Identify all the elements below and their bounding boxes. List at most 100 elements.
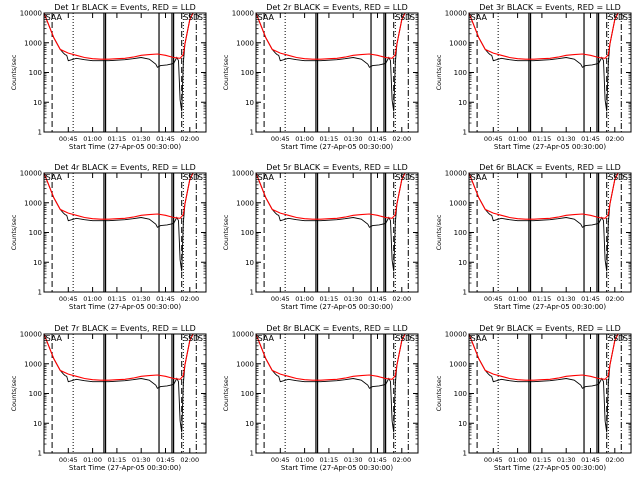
panel-title: Det 9r BLACK = Events, RED = LLD bbox=[479, 324, 621, 333]
ytick-label: 10000 bbox=[445, 10, 467, 18]
xtick-label: 02:00 bbox=[605, 456, 624, 464]
xtick-label: 01:15 bbox=[320, 456, 339, 464]
xtick-label: 01:45 bbox=[368, 295, 387, 303]
event-marker-label: S bbox=[183, 13, 188, 22]
panel-det-6: 1 10 100 1000 10000 00:45 01:00 01:15 01:30 01:45… bbox=[435, 163, 632, 311]
ytick-label: 10 bbox=[33, 99, 42, 107]
y-axis-label: Counts/sec bbox=[10, 375, 18, 411]
ytick-label: 1000 bbox=[24, 360, 42, 368]
panel-title: Det 4r BLACK = Events, RED = LLD bbox=[54, 163, 196, 172]
xtick-label: 01:15 bbox=[533, 456, 552, 464]
event-marker-label: D bbox=[193, 173, 199, 182]
xtick-label: 01:45 bbox=[156, 456, 175, 464]
ytick-label: 1000 bbox=[236, 360, 254, 368]
series-events-line bbox=[44, 334, 206, 433]
ytick-label: 1 bbox=[38, 129, 42, 137]
ytick-label: 10 bbox=[458, 420, 467, 428]
xtick-label: 02:00 bbox=[392, 295, 411, 303]
event-marker-label: D bbox=[618, 13, 624, 22]
series-events-line bbox=[44, 13, 206, 112]
ytick-label: 1 bbox=[463, 129, 467, 137]
xtick-label: 00:45 bbox=[271, 456, 290, 464]
xtick-label: 01:00 bbox=[295, 295, 314, 303]
panel-det-5: 1 10 100 1000 10000 00:45 01:00 01:15 01:30 01:45… bbox=[222, 163, 419, 311]
xtick-label: 00:45 bbox=[484, 295, 503, 303]
series-lld-line bbox=[469, 13, 631, 60]
xtick-label: 01:30 bbox=[132, 135, 151, 143]
y-axis-label: Counts/sec bbox=[222, 54, 230, 90]
event-marker-label: SAA bbox=[471, 173, 488, 182]
event-marker-label: SAA bbox=[46, 173, 63, 182]
panel-det-8: 1 10 100 1000 10000 00:45 01:00 01:15 01:30 01:45… bbox=[222, 324, 419, 472]
ytick-label: 100 bbox=[29, 69, 42, 77]
event-marker-label: S bbox=[613, 13, 618, 22]
x-axis-label: Start Time (27-Apr-05 00:30:00) bbox=[281, 143, 393, 151]
event-marker-label: SAA bbox=[258, 173, 275, 182]
ytick-label: 1 bbox=[38, 289, 42, 297]
ytick-label: 100 bbox=[29, 390, 42, 398]
y-axis-label: Counts/sec bbox=[10, 214, 18, 250]
ytick-label: 100 bbox=[241, 229, 254, 237]
ytick-label: 1 bbox=[463, 289, 467, 297]
event-marker-label: S bbox=[623, 334, 628, 343]
event-marker-label: D bbox=[405, 173, 411, 182]
event-marker-label: SAA bbox=[471, 334, 488, 343]
event-marker-label: D bbox=[193, 13, 199, 22]
panel-det-1: 1 10 100 1000 10000 00:45 01:00 01:15 01:30 01:45… bbox=[10, 3, 207, 151]
panel-title: Det 1r BLACK = Events, RED = LLD bbox=[54, 3, 196, 12]
event-marker-label: D bbox=[618, 173, 624, 182]
xtick-label: 01:30 bbox=[132, 295, 151, 303]
xtick-label: 02:00 bbox=[180, 135, 199, 143]
event-marker-label: S bbox=[400, 173, 405, 182]
xtick-label: 01:00 bbox=[83, 295, 102, 303]
ytick-label: 1000 bbox=[449, 39, 467, 47]
ytick-label: 1000 bbox=[24, 39, 42, 47]
y-axis-label: Counts/sec bbox=[10, 54, 18, 90]
xtick-label: 01:00 bbox=[83, 135, 102, 143]
xtick-label: 02:00 bbox=[605, 135, 624, 143]
series-events-line bbox=[256, 13, 418, 112]
ytick-label: 1 bbox=[463, 450, 467, 458]
xtick-label: 01:45 bbox=[156, 295, 175, 303]
y-axis-label: Counts/sec bbox=[435, 214, 443, 250]
ytick-label: 1000 bbox=[449, 360, 467, 368]
x-axis-label: Start Time (27-Apr-05 00:30:00) bbox=[494, 143, 606, 151]
event-marker-label: S bbox=[410, 13, 415, 22]
event-marker-label: S bbox=[623, 13, 628, 22]
ytick-label: 10000 bbox=[20, 10, 42, 18]
xtick-label: 01:30 bbox=[557, 456, 576, 464]
event-marker-label: S bbox=[188, 173, 193, 182]
panel-title: Det 6r BLACK = Events, RED = LLD bbox=[479, 163, 621, 172]
xtick-label: 01:45 bbox=[368, 135, 387, 143]
xtick-label: 01:00 bbox=[508, 135, 527, 143]
xtick-label: 00:45 bbox=[271, 295, 290, 303]
xtick-label: 01:15 bbox=[320, 295, 339, 303]
xtick-label: 01:15 bbox=[108, 135, 127, 143]
xtick-label: 00:45 bbox=[59, 295, 78, 303]
event-marker-label: S bbox=[608, 173, 613, 182]
x-axis-label: Start Time (27-Apr-05 00:30:00) bbox=[281, 303, 393, 311]
series-lld-line bbox=[44, 13, 206, 60]
xtick-label: 01:00 bbox=[83, 456, 102, 464]
ytick-label: 1000 bbox=[236, 199, 254, 207]
series-lld-line bbox=[256, 13, 418, 60]
xtick-label: 01:45 bbox=[581, 135, 600, 143]
event-marker-label: D bbox=[405, 13, 411, 22]
series-lld-line bbox=[469, 334, 631, 381]
ytick-label: 10000 bbox=[232, 10, 254, 18]
series-lld-line bbox=[256, 173, 418, 220]
event-marker-label: S bbox=[188, 13, 193, 22]
xtick-label: 01:30 bbox=[344, 135, 363, 143]
x-axis-label: Start Time (27-Apr-05 00:30:00) bbox=[494, 303, 606, 311]
x-axis-label: Start Time (27-Apr-05 00:30:00) bbox=[69, 303, 181, 311]
ytick-label: 100 bbox=[241, 390, 254, 398]
x-axis-label: Start Time (27-Apr-05 00:30:00) bbox=[494, 464, 606, 472]
event-marker-label: D bbox=[405, 334, 411, 343]
ytick-label: 100 bbox=[29, 229, 42, 237]
event-marker-label: S bbox=[198, 13, 203, 22]
event-marker-label: S bbox=[183, 173, 188, 182]
xtick-label: 02:00 bbox=[605, 295, 624, 303]
event-marker-label: SAA bbox=[258, 13, 275, 22]
panel-title: Det 3r BLACK = Events, RED = LLD bbox=[479, 3, 621, 12]
